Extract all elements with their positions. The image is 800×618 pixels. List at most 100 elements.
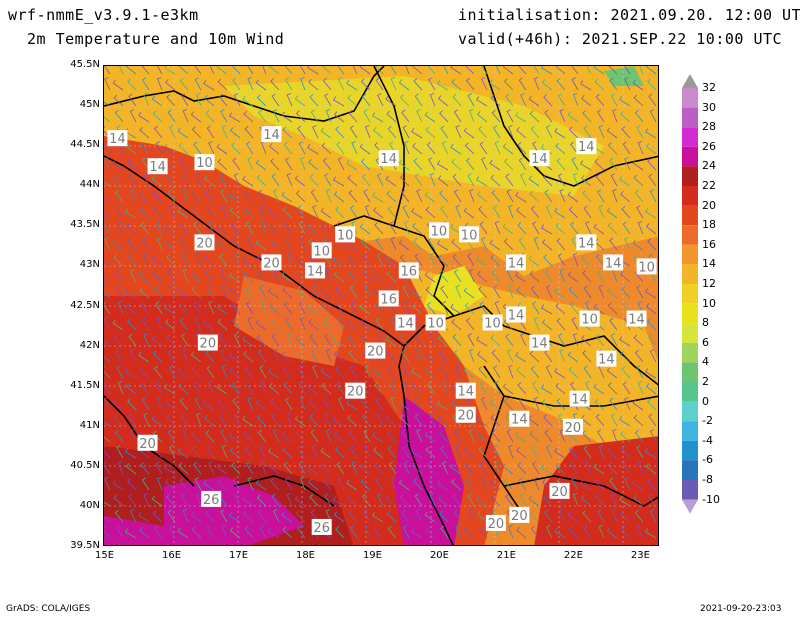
wind-barb bbox=[624, 66, 631, 75]
wind-barb bbox=[386, 350, 397, 363]
wind-barb bbox=[505, 333, 514, 347]
contour-label: 10 bbox=[194, 154, 215, 171]
wind-barb bbox=[320, 127, 332, 139]
wind-barb bbox=[177, 447, 189, 459]
wind-barb bbox=[544, 109, 553, 123]
wind-barb bbox=[166, 334, 176, 347]
wind-barb bbox=[541, 464, 553, 475]
colorbar-swatch bbox=[682, 480, 698, 500]
wind-barb bbox=[477, 271, 488, 283]
wind-barb bbox=[386, 110, 397, 123]
wind-barb bbox=[190, 511, 202, 523]
wind-barb bbox=[632, 399, 644, 411]
wind-barb bbox=[414, 493, 423, 507]
wind-barb bbox=[190, 271, 202, 283]
wind-barb bbox=[104, 526, 111, 539]
wind-barb bbox=[321, 302, 332, 315]
wind-barb bbox=[360, 398, 371, 411]
wind-barb bbox=[360, 318, 371, 331]
wind-barb bbox=[346, 159, 358, 171]
wind-barb bbox=[283, 141, 293, 155]
colorbar-bottom-arrow bbox=[682, 499, 698, 514]
wind-barb bbox=[412, 302, 423, 315]
wind-barb bbox=[557, 173, 566, 187]
wind-barb bbox=[606, 527, 618, 539]
wind-barb bbox=[243, 270, 254, 283]
wind-barb bbox=[390, 397, 397, 411]
wind-barb bbox=[468, 189, 475, 203]
wind-barb bbox=[285, 157, 293, 171]
wind-barb bbox=[258, 509, 267, 523]
wind-barb bbox=[256, 94, 267, 107]
wind-barb bbox=[530, 445, 540, 459]
contour-label: 14 bbox=[505, 254, 526, 271]
wind-barb bbox=[398, 159, 410, 171]
wind-barb bbox=[364, 285, 371, 299]
wind-barb bbox=[481, 237, 488, 251]
wind-barb bbox=[387, 445, 397, 459]
wind-barb bbox=[508, 445, 514, 459]
wind-barb bbox=[425, 206, 436, 219]
wind-barb bbox=[337, 157, 345, 171]
wind-barb bbox=[645, 288, 657, 299]
wind-barb bbox=[463, 207, 475, 219]
wind-barb bbox=[194, 66, 202, 75]
wind-barb bbox=[528, 175, 540, 187]
wind-barb bbox=[321, 382, 332, 395]
wind-barb bbox=[104, 286, 111, 299]
wind-barb bbox=[619, 415, 631, 427]
wind-barb bbox=[426, 461, 436, 475]
wind-barb bbox=[597, 189, 605, 203]
contour-label: 10 bbox=[335, 226, 356, 243]
contour-label: 14 bbox=[509, 410, 530, 428]
wind-barb bbox=[424, 271, 436, 283]
wind-barb bbox=[205, 110, 215, 123]
wind-barb bbox=[283, 461, 293, 475]
wind-barb bbox=[220, 509, 228, 523]
wind-barb bbox=[300, 157, 306, 171]
wind-barb bbox=[402, 285, 410, 299]
wind-barb bbox=[177, 127, 189, 139]
wind-barb bbox=[572, 333, 579, 347]
wind-barb bbox=[425, 526, 436, 539]
wind-barb bbox=[533, 77, 540, 91]
wind-barb bbox=[490, 494, 501, 507]
wind-barb bbox=[320, 207, 332, 219]
wind-barb bbox=[116, 205, 124, 219]
wind-barb bbox=[398, 79, 410, 91]
wind-barb bbox=[320, 447, 332, 459]
contour-label-text: 14 bbox=[628, 313, 645, 328]
wind-barb bbox=[399, 494, 410, 507]
wind-barb bbox=[437, 240, 449, 251]
contour-label: 14 bbox=[576, 234, 597, 251]
wind-barb bbox=[335, 126, 345, 139]
wind-barb bbox=[151, 335, 163, 347]
wind-barb bbox=[453, 429, 462, 443]
contour-label-text: 10 bbox=[313, 244, 330, 259]
wind-barb bbox=[260, 301, 267, 315]
wind-barb bbox=[610, 93, 618, 107]
wind-barb bbox=[612, 509, 618, 523]
wind-barb bbox=[515, 271, 527, 283]
wind-barb bbox=[610, 333, 618, 347]
wind-barb bbox=[453, 269, 462, 283]
wind-barb bbox=[467, 253, 475, 267]
wind-barb bbox=[647, 398, 657, 411]
wind-barb bbox=[229, 287, 241, 299]
wind-barb bbox=[143, 413, 150, 427]
wind-barb bbox=[156, 317, 163, 331]
wind-barb bbox=[298, 301, 306, 315]
wind-barb bbox=[411, 527, 423, 539]
contour-label: 16 bbox=[378, 290, 399, 307]
wind-barb bbox=[191, 446, 202, 459]
wind-barb bbox=[645, 368, 657, 379]
wind-barb bbox=[529, 110, 540, 123]
wind-barb bbox=[634, 349, 644, 363]
wind-barb bbox=[104, 381, 111, 395]
wind-barb bbox=[533, 66, 540, 75]
wind-barb bbox=[647, 78, 657, 91]
wind-barb bbox=[269, 383, 280, 395]
wind-barb bbox=[648, 333, 657, 347]
wind-barb bbox=[247, 157, 254, 171]
wind-barb bbox=[273, 349, 280, 363]
